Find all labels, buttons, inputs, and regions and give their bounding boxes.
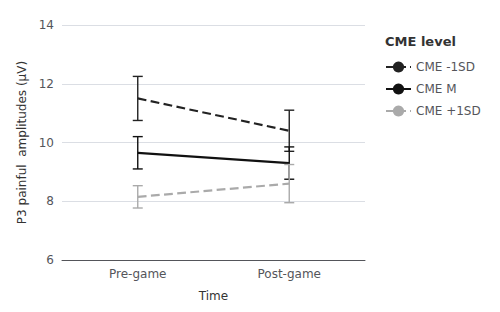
- svg-text:12: 12: [39, 77, 54, 91]
- svg-text:CME +1SD: CME +1SD: [416, 104, 481, 118]
- svg-text:8: 8: [46, 194, 54, 208]
- svg-text:CME M: CME M: [416, 82, 456, 96]
- svg-text:CME level: CME level: [385, 34, 456, 49]
- svg-text:CME -1SD: CME -1SD: [416, 60, 475, 74]
- svg-text:Pre-game: Pre-game: [109, 267, 166, 281]
- svg-text:Time: Time: [198, 289, 228, 303]
- svg-text:P3 painful amplitudes (μV): P3 painful amplitudes (μV): [15, 61, 29, 224]
- svg-text:10: 10: [39, 136, 54, 150]
- svg-text:Post-game: Post-game: [258, 267, 321, 281]
- svg-text:6: 6: [46, 253, 54, 267]
- svg-text:14: 14: [39, 18, 54, 32]
